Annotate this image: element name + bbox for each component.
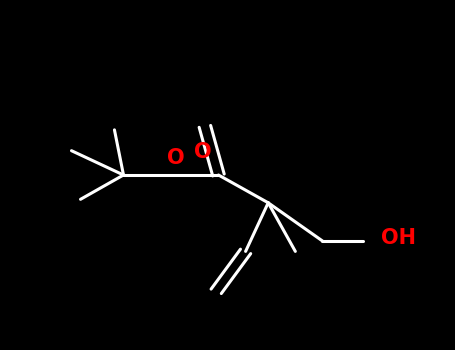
- Text: OH: OH: [381, 228, 416, 247]
- Text: O: O: [167, 148, 184, 168]
- Text: O: O: [194, 142, 212, 162]
